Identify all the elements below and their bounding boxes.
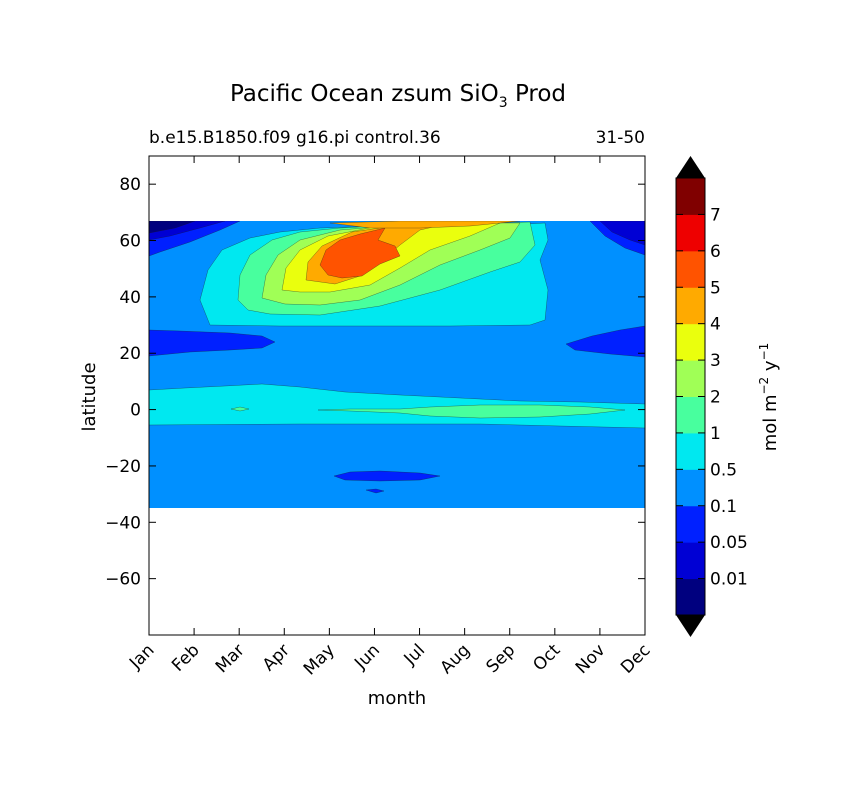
colorbar-swatch bbox=[676, 505, 705, 543]
colorbar-swatch bbox=[676, 396, 705, 434]
colorbar-extend-min bbox=[676, 615, 705, 637]
y-axis-label: latitude bbox=[79, 362, 100, 431]
x-axis-label: month bbox=[368, 688, 426, 709]
x-tick-label: Apr bbox=[259, 640, 294, 675]
colorbar-tick-label: 0.1 bbox=[710, 497, 737, 517]
y-tick-label: −40 bbox=[105, 513, 141, 533]
colorbar-swatch bbox=[676, 469, 705, 507]
x-tick-label: Nov bbox=[572, 640, 610, 678]
field-band-20N-28N-right bbox=[565, 325, 645, 358]
colorbar-tick-label: 6 bbox=[710, 242, 721, 262]
y-tick-label: 80 bbox=[119, 175, 141, 195]
colorbar-tick-label: 2 bbox=[710, 388, 721, 408]
colorbar-swatch bbox=[676, 542, 705, 580]
colorbar-tick-label: 0.01 bbox=[710, 570, 748, 590]
field-high-lat-left-000 bbox=[149, 221, 196, 234]
field-north-bloom-5 bbox=[319, 227, 401, 279]
field-north-bloom-5-top bbox=[329, 221, 521, 229]
x-tick-label: Sep bbox=[482, 640, 519, 677]
x-tick-label: Jun bbox=[350, 640, 384, 674]
field-equatorial-core bbox=[317, 404, 626, 419]
colorbar-tick-label: 0.5 bbox=[710, 460, 737, 480]
y-tick-label: 60 bbox=[119, 232, 141, 252]
colorbar-swatch bbox=[676, 250, 705, 288]
x-tick-label: Dec bbox=[617, 640, 654, 677]
colorbar-tick-label: 0.05 bbox=[710, 533, 748, 553]
x-tick-label: Jan bbox=[125, 640, 158, 673]
x-tick-label: Jul bbox=[400, 640, 429, 669]
x-tick-label: Aug bbox=[437, 640, 475, 678]
y-tick-label: −60 bbox=[105, 570, 141, 590]
colorbar-tick-label: 4 bbox=[710, 315, 721, 335]
colorbar-swatch bbox=[676, 432, 705, 470]
y-tick-label: 0 bbox=[130, 401, 141, 421]
field-band-south-small bbox=[365, 488, 385, 494]
y-tick-label: 20 bbox=[119, 344, 141, 364]
x-tick-label: Mar bbox=[212, 640, 249, 677]
colorbar-tick-label: 5 bbox=[710, 278, 721, 298]
field-band-south bbox=[333, 470, 441, 482]
colorbar-swatch bbox=[676, 578, 705, 616]
subtitle-left: b.e15.B1850.f09 g16.pi control.36 bbox=[149, 128, 441, 148]
colorbar-swatch bbox=[676, 287, 705, 325]
y-axis: −60 −40 −20 0 20 40 60 80 bbox=[105, 175, 645, 590]
x-tick-label: Oct bbox=[529, 640, 564, 675]
colorbar-extend-max bbox=[676, 156, 705, 178]
y-tick-label: −20 bbox=[105, 457, 141, 477]
plot-area: −60 −40 −20 0 20 40 60 80 Jan Feb Mar Apr May Jun Jul… bbox=[105, 155, 655, 679]
colorbar-tick-label: 3 bbox=[710, 351, 721, 371]
x-tick-label: May bbox=[300, 640, 339, 679]
y-tick-label: 40 bbox=[119, 288, 141, 308]
field-high-lat-right-001 bbox=[599, 221, 645, 246]
x-tick-label: Feb bbox=[168, 640, 203, 675]
contour-field bbox=[149, 221, 645, 508]
field-equatorial-core-small bbox=[230, 406, 250, 412]
colorbar-swatch bbox=[676, 178, 705, 215]
colorbar: 0.01 0.05 0.1 0.5 1 2 3 4 5 6 7 bbox=[675, 156, 748, 637]
colorbar-tick-label: 7 bbox=[710, 205, 721, 225]
colorbar-label: mol m−2 y−1 bbox=[757, 343, 781, 452]
colorbar-tick-label: 1 bbox=[710, 424, 721, 444]
colorbar-swatch bbox=[676, 323, 705, 361]
colorbar-swatch bbox=[676, 360, 705, 397]
subtitle-right: 31-50 bbox=[596, 128, 645, 148]
chart-title: Pacific Ocean zsum SiO3 Prod bbox=[230, 81, 566, 111]
plot-frame bbox=[148, 155, 646, 636]
colorbar-swatch bbox=[676, 214, 705, 252]
field-band-20N-28N-left bbox=[149, 329, 276, 357]
